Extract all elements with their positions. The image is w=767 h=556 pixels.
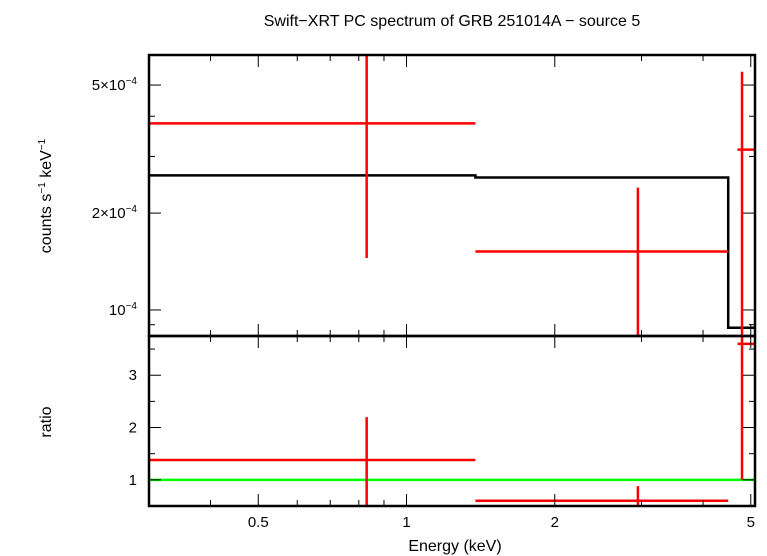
spectrum-panel: 10−42×10−45×10−4 [92, 53, 757, 338]
y-tick-label: 3 [129, 367, 137, 384]
data-point [149, 55, 476, 259]
y-tick-label: 2 [129, 420, 137, 437]
y-tick-label: 2×10−4 [92, 204, 138, 222]
data-point [737, 336, 755, 480]
y-tick-label: 10−4 [109, 301, 138, 319]
y-axis-label-ratio: ratio [38, 406, 55, 437]
data-point [475, 486, 729, 506]
x-tick-label: 5 [747, 514, 755, 531]
data-point [737, 71, 755, 336]
y-tick-label-exponent: −4 [126, 204, 138, 215]
y-tick-label: 1 [129, 472, 137, 489]
y-tick-label-base: 5×10 [92, 77, 126, 94]
panel-frame [147, 334, 757, 508]
y-axis-label-spectrum: counts s−1 keV−1 [37, 138, 55, 253]
y-tick-label: 5×10−4 [92, 76, 138, 94]
y-axis-label-text: counts s [38, 194, 55, 254]
x-tick-labels: 0.5 1 2 5 [248, 514, 755, 531]
model-histogram-line [149, 174, 755, 330]
y-tick-label-base: 10 [109, 302, 126, 319]
y-axis-label-exponent: −1 [37, 182, 48, 194]
y-tick-label-exponent: −4 [126, 76, 138, 87]
y-tick-label-exponent: −4 [126, 301, 138, 312]
x-tick-label: 1 [402, 514, 410, 531]
y-axis-label-text: keV [38, 150, 55, 182]
y-tick-label-base: 2×10 [92, 205, 126, 222]
x-axis-label: Energy (keV) [408, 538, 501, 555]
x-tick-label: 0.5 [248, 514, 269, 531]
ratio-panel: 1 2 3 [129, 334, 757, 508]
data-point [475, 187, 729, 336]
y-axis-label-exponent: −1 [37, 138, 48, 150]
panel-frame [147, 53, 757, 338]
chart-title: Swift−XRT PC spectrum of GRB 251014A − s… [264, 13, 641, 30]
data-point [149, 417, 476, 506]
x-tick-label: 2 [551, 514, 559, 531]
